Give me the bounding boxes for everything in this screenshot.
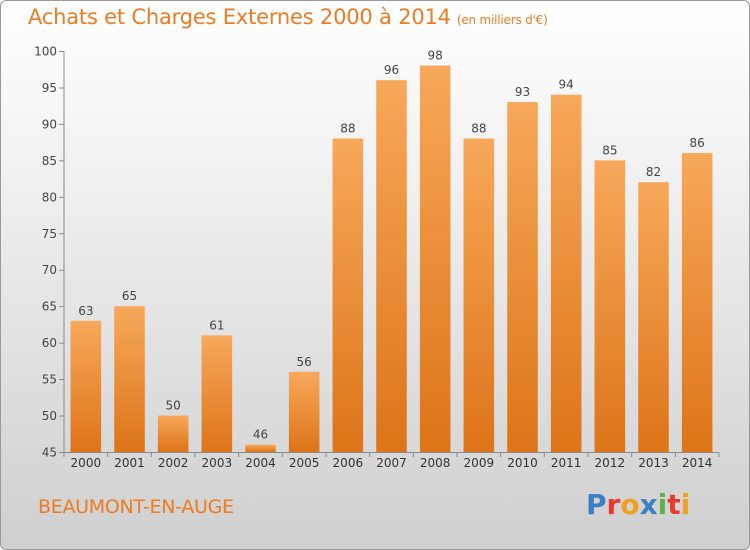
y-tick-label: 45 (42, 446, 57, 460)
bar (245, 444, 276, 452)
y-tick-label: 95 (42, 81, 57, 95)
logo-letter: P (586, 488, 607, 521)
chart-title-text: Achats et Charges Externes 2000 à 2014 (28, 5, 451, 29)
bar (114, 306, 145, 452)
x-tick-label: 2002 (158, 456, 189, 470)
bar-value-label: 94 (559, 78, 574, 92)
x-tick-label: 2004 (245, 456, 276, 470)
bar (463, 138, 495, 452)
commune-name: BEAUMONT-EN-AUGE (38, 496, 234, 518)
bar (157, 415, 189, 452)
bar (507, 102, 538, 452)
bar (419, 65, 451, 452)
bar-series: 63 65 50 61 46 56 88 96 98 88 93 94 85 82 86 (70, 49, 713, 452)
x-tick-label: 2007 (376, 456, 407, 470)
x-tick-label: 2014 (682, 456, 713, 470)
bar-value-label: 96 (384, 63, 399, 77)
proxiti-logo: Proxiti (586, 488, 690, 521)
bar-value-label: 85 (602, 143, 617, 157)
logo-letter: o (620, 488, 640, 521)
x-tick-label: 2013 (638, 456, 669, 470)
y-tick-label: 100 (34, 45, 57, 59)
bar-value-label: 98 (428, 49, 443, 63)
x-tick-label: 2012 (595, 456, 626, 470)
y-tick-label: 85 (42, 154, 57, 168)
y-tick-label: 80 (42, 190, 57, 204)
y-tick-label: 60 (42, 336, 57, 350)
bar (201, 335, 233, 452)
bar-value-label: 88 (471, 121, 486, 135)
x-tick-label: 2006 (333, 456, 364, 470)
bar-value-label: 65 (122, 289, 137, 303)
bar-value-label: 93 (515, 85, 530, 99)
y-tick-label: 55 (42, 373, 57, 387)
chart-subtitle: (en milliers d'€) (456, 13, 548, 27)
bar (332, 138, 364, 452)
x-tick-label: 2005 (289, 456, 320, 470)
bar (638, 182, 669, 452)
bar-value-label: 56 (297, 355, 312, 369)
bar-value-label: 82 (646, 165, 661, 179)
y-tick-label: 90 (42, 117, 57, 131)
bar-value-label: 61 (209, 318, 224, 332)
bar-value-label: 88 (340, 121, 355, 135)
y-tick-label: 75 (42, 227, 57, 241)
x-tick-label: 2008 (420, 456, 451, 470)
x-tick-label: 2000 (71, 456, 102, 470)
bar-value-label: 86 (690, 136, 705, 150)
y-tick-label: 70 (42, 263, 57, 277)
x-tick-label: 2009 (464, 456, 495, 470)
logo-letter: i (657, 488, 668, 521)
x-tick-label: 2011 (551, 456, 582, 470)
chart-title: Achats et Charges Externes 2000 à 2014 (e… (28, 5, 548, 29)
y-tick-label: 65 (42, 300, 57, 314)
logo-letter: t (667, 488, 681, 521)
x-tick-label: 2001 (114, 456, 145, 470)
logo-letter: r (606, 488, 621, 521)
bar (681, 153, 713, 452)
x-tick-label: 2003 (202, 456, 233, 470)
bar (376, 80, 407, 452)
bar (594, 160, 626, 452)
x-axis: 2000 2001 2002 2003 2004 2005 2006 2007 2008 2009… (63, 452, 720, 470)
y-tick-label: 50 (42, 409, 57, 423)
logo-letter: i (680, 488, 691, 521)
bar (70, 320, 102, 452)
bar-value-label: 63 (78, 304, 93, 318)
x-tick-label: 2010 (507, 456, 538, 470)
bar (288, 371, 320, 452)
logo-letter: x (639, 488, 658, 521)
bar (550, 94, 582, 452)
bar-value-label: 50 (166, 399, 181, 413)
bar-value-label: 46 (253, 428, 268, 442)
y-axis: 45 50 55 60 65 70 75 80 85 90 95 100 (34, 45, 65, 460)
